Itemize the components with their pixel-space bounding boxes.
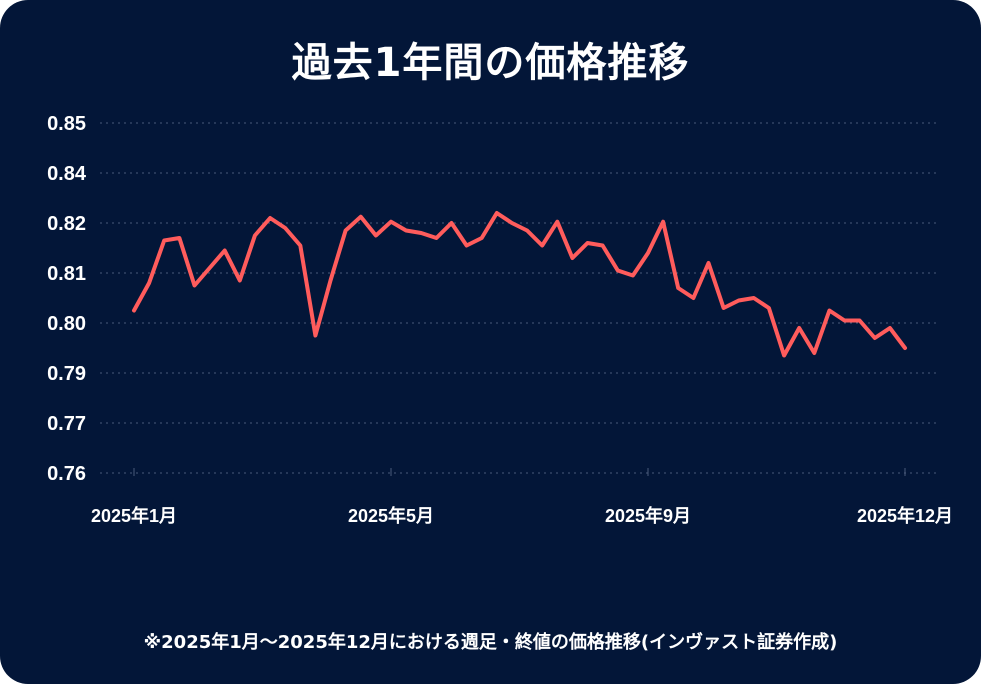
y-tick-label: 0.80 — [47, 313, 86, 335]
y-tick-label: 0.76 — [47, 463, 86, 485]
source-note: ※2025年1月～2025年12月における週足・終値の価格推移(インヴァスト証券… — [143, 632, 838, 653]
y-tick-label: 0.84 — [47, 163, 87, 185]
y-tick-label: 0.85 — [47, 113, 86, 135]
chart-title: 過去1年間の価格推移 — [291, 40, 690, 86]
x-tick-label: 2025年9月 — [605, 505, 691, 526]
price-series-line — [132, 211, 907, 358]
x-tick-label: 2025年12月 — [857, 505, 953, 526]
x-tick-label: 2025年1月 — [91, 505, 177, 526]
y-tick-label: 0.79 — [47, 363, 86, 385]
y-tick-label: 0.82 — [47, 213, 86, 235]
y-tick-label: 0.77 — [47, 413, 86, 435]
y-tick-label: 0.81 — [47, 263, 86, 285]
x-tick-label: 2025年5月 — [348, 505, 434, 526]
